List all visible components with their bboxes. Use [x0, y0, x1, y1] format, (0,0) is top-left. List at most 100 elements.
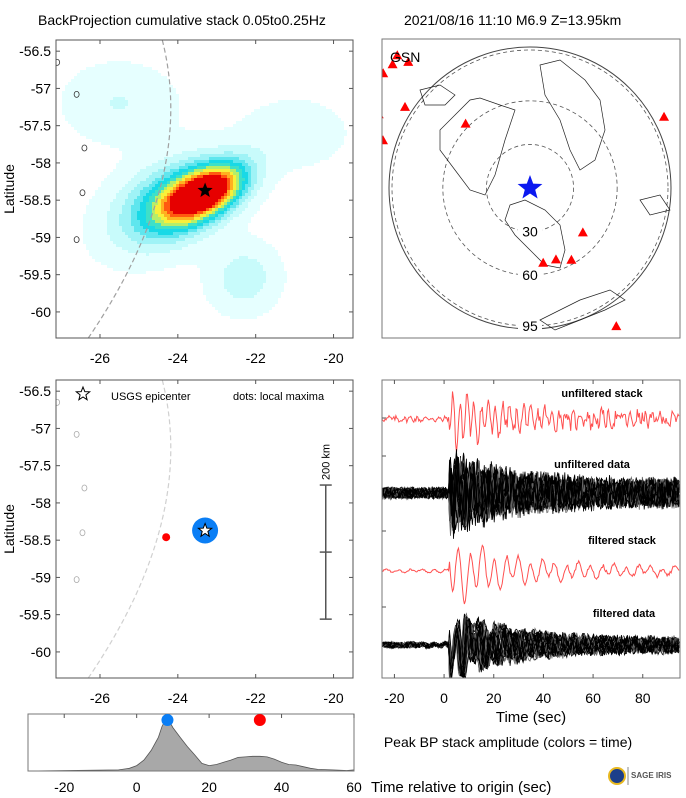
heatmap-cell: [275, 259, 278, 262]
heatmap-cell: [218, 253, 221, 256]
heatmap-cell: [95, 208, 98, 211]
heatmap-cell: [155, 103, 158, 106]
heatmap-cell: [233, 244, 236, 247]
heatmap-cell: [233, 220, 236, 223]
heatmap-cell: [131, 70, 134, 73]
heatmap-cell: [131, 271, 134, 274]
heatmap-cell: [191, 178, 194, 181]
heatmap-cell: [152, 178, 155, 181]
heatmap-cell: [143, 253, 146, 256]
heatmap-cell: [203, 130, 206, 133]
heatmap-cell: [179, 250, 182, 253]
heatmap-cell: [164, 208, 167, 211]
heatmap-cell: [320, 130, 323, 133]
heatmap-cell: [125, 127, 128, 130]
heatmap-cell: [332, 142, 335, 145]
heatmap-cell: [92, 247, 95, 250]
heatmap-cell: [206, 265, 209, 268]
heatmap-cell: [239, 223, 242, 226]
heatmap-cell: [74, 85, 77, 88]
heatmap-cell: [215, 178, 218, 181]
heatmap-cell: [269, 274, 272, 277]
heatmap-cell: [200, 253, 203, 256]
heatmap-cell: [101, 136, 104, 139]
heatmap-cell: [143, 115, 146, 118]
heatmap-cell: [224, 127, 227, 130]
heatmap-cell: [296, 127, 299, 130]
heatmap-cell: [182, 175, 185, 178]
heatmap-cell: [197, 205, 200, 208]
heatmap-cell: [176, 109, 179, 112]
heatmap-cell: [206, 157, 209, 160]
heatmap-cell: [212, 289, 215, 292]
heatmap-cell: [173, 223, 176, 226]
heatmap-cell: [125, 241, 128, 244]
heatmap-cell: [134, 220, 137, 223]
heatmap-cell: [107, 193, 110, 196]
heatmap-cell: [221, 196, 224, 199]
distance-ring: [391, 49, 669, 327]
heatmap-cell: [275, 172, 278, 175]
heatmap-cell: [161, 217, 164, 220]
heatmap-cell: [290, 166, 293, 169]
heatmap-cell: [239, 310, 242, 313]
heatmap-cell: [170, 133, 173, 136]
heatmap-cell: [119, 262, 122, 265]
heatmap-cell: [254, 151, 257, 154]
heatmap-cell: [71, 112, 74, 115]
heatmap-cell: [200, 145, 203, 148]
heatmap-cell: [257, 208, 260, 211]
heatmap-cell: [293, 157, 296, 160]
heatmap-cell: [221, 313, 224, 316]
heatmap-cell: [233, 157, 236, 160]
heatmap-cell: [107, 259, 110, 262]
heatmap-cell: [218, 208, 221, 211]
heatmap-cell: [62, 109, 65, 112]
heatmap-cell: [134, 175, 137, 178]
heatmap-cell: [116, 232, 119, 235]
heatmap-cell: [269, 268, 272, 271]
heatmap-cell: [140, 214, 143, 217]
heatmap-cell: [263, 151, 266, 154]
heatmap-cell: [257, 142, 260, 145]
heatmap-cell: [104, 106, 107, 109]
heatmap-cell: [254, 283, 257, 286]
heatmap-cell: [263, 244, 266, 247]
y-tick-label: -58: [31, 495, 51, 511]
heatmap-cell: [155, 145, 158, 148]
heatmap-cell: [236, 250, 239, 253]
heatmap-cell: [131, 118, 134, 121]
heatmap-cell: [254, 115, 257, 118]
heatmap-cell: [113, 64, 116, 67]
heatmap-cell: [116, 229, 119, 232]
heatmap-cell: [182, 232, 185, 235]
heatmap-cell: [287, 100, 290, 103]
heatmap-cell: [155, 73, 158, 76]
heatmap-cell: [143, 103, 146, 106]
heatmap-cell: [212, 157, 215, 160]
heatmap-cell: [206, 298, 209, 301]
heatmap-cell: [221, 256, 224, 259]
heatmap-cell: [155, 181, 158, 184]
heatmap-cell: [281, 148, 284, 151]
heatmap-cell: [191, 175, 194, 178]
heatmap-cell: [326, 139, 329, 142]
heatmap-cell: [206, 145, 209, 148]
heatmap-cell: [158, 262, 161, 265]
heatmap-cell: [143, 148, 146, 151]
heatmap-cell: [236, 238, 239, 241]
heatmap-cell: [128, 271, 131, 274]
heatmap-cell: [269, 109, 272, 112]
heatmap-cell: [218, 229, 221, 232]
heatmap-cell: [206, 211, 209, 214]
heatmap-cell: [179, 259, 182, 262]
heatmap-cell: [269, 139, 272, 142]
station-triangle: [538, 257, 549, 267]
heatmap-cell: [77, 100, 80, 103]
heatmap-cell: [146, 154, 149, 157]
heatmap-cell: [227, 139, 230, 142]
heatmap-cell: [299, 133, 302, 136]
heatmap-cell: [239, 280, 242, 283]
heatmap-cell: [98, 91, 101, 94]
heatmap-cell: [134, 127, 137, 130]
